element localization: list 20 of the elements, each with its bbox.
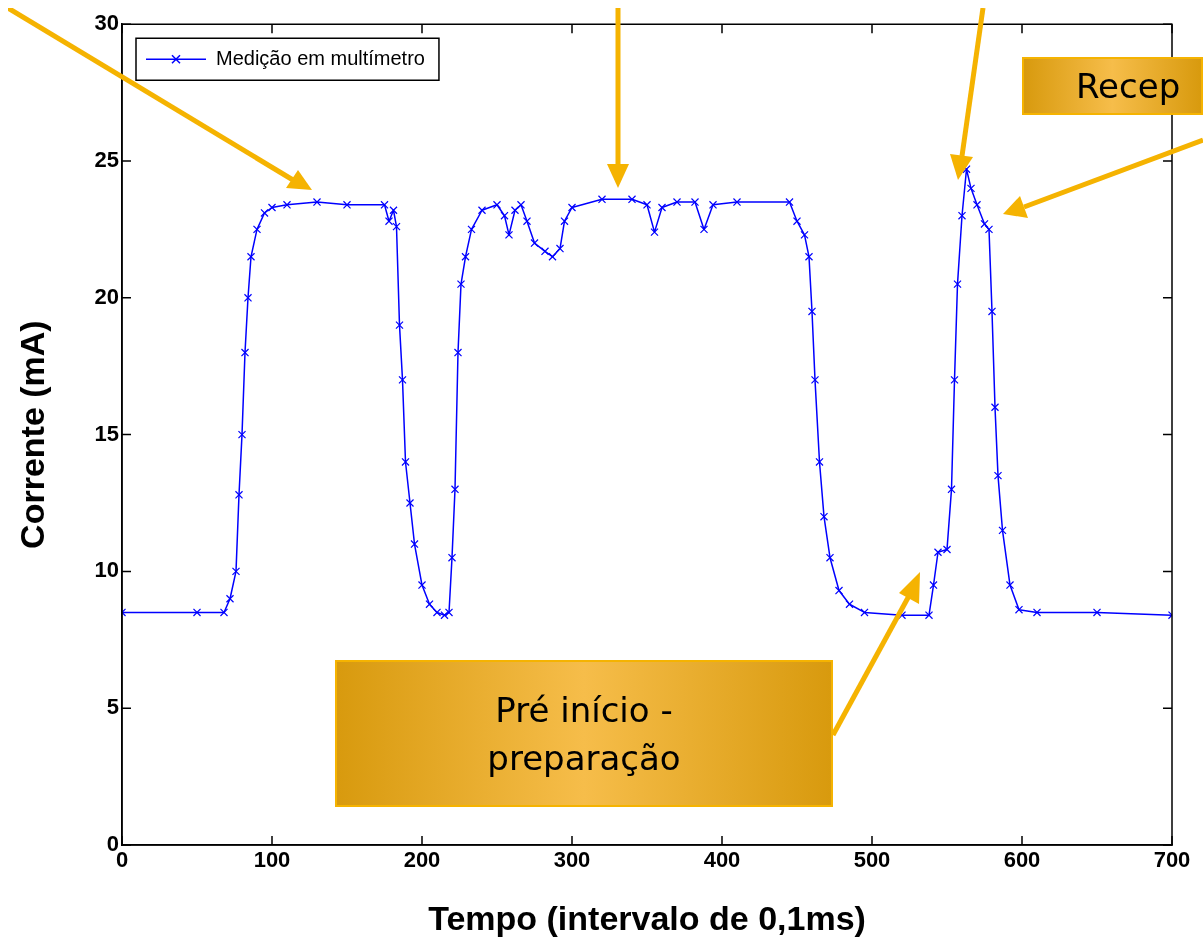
annotation: Pré início - preparação <box>486 688 682 780</box>
callout-box: Recep <box>1022 57 1203 115</box>
x-tick-label: 500 <box>853 847 891 873</box>
x-tick-label: 300 <box>553 847 591 873</box>
x-axis-title: Tempo (intervalo de 0,1ms) <box>428 898 866 937</box>
x-tick-label: 700 <box>1153 847 1191 873</box>
y-tick-label: 20 <box>94 283 119 309</box>
x-tick-label: 200 <box>403 847 441 873</box>
y-tick-label: 15 <box>94 420 119 446</box>
annotation: Recep <box>1076 65 1181 108</box>
legend-label: Medição em multímetro <box>216 46 425 69</box>
x-tick-label: 600 <box>1003 847 1041 873</box>
y-tick-label: 25 <box>94 147 119 173</box>
y-tick-label: 5 <box>106 694 119 720</box>
y-axis-title: Corrente (mA) <box>12 320 51 549</box>
x-tick-label: 100 <box>253 847 291 873</box>
x-tick-label: 400 <box>703 847 741 873</box>
y-tick-label: 10 <box>94 557 119 583</box>
callout-box: Pré início - preparação <box>335 660 833 807</box>
y-tick-label: 30 <box>94 10 119 36</box>
